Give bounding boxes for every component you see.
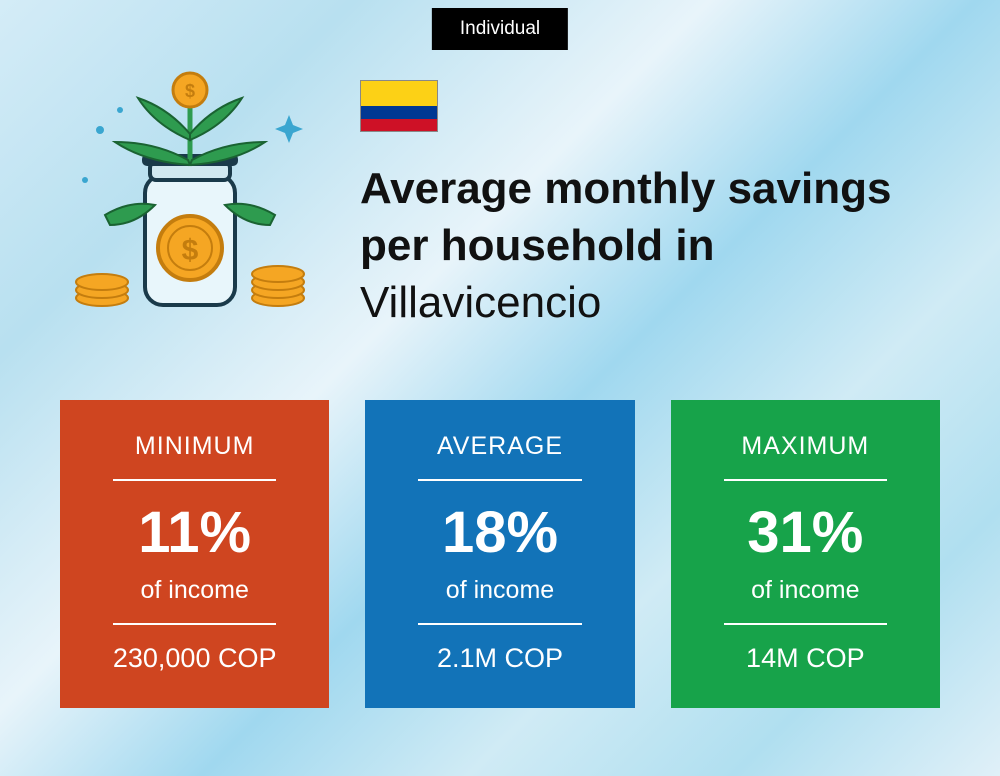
svg-text:$: $ [182, 234, 199, 267]
flag-stripe-red [361, 119, 437, 132]
jar-coin-icon: $ [158, 216, 222, 280]
header-text-block: Average monthly savings per household in… [360, 70, 940, 332]
card-minimum: MINIMUM 11% of income 230,000 COP [60, 400, 329, 708]
card-label: MAXIMUM [701, 432, 910, 461]
card-amount: 2.1M COP [395, 643, 604, 674]
svg-text:$: $ [185, 81, 195, 101]
title-bold-part: Average monthly savings per household in [360, 164, 891, 270]
card-divider [418, 623, 581, 625]
flag-stripe-blue [361, 106, 437, 119]
card-percent: 18% [395, 499, 604, 566]
card-divider [113, 479, 276, 481]
header-section: $ $ [60, 70, 940, 332]
card-maximum: MAXIMUM 31% of income 14M COP [671, 400, 940, 708]
coin-stack-left-icon [76, 274, 128, 306]
card-average: AVERAGE 18% of income 2.1M COP [365, 400, 634, 708]
title-city-part: Villavicencio [360, 278, 601, 327]
card-amount: 230,000 COP [90, 643, 299, 674]
card-divider [724, 479, 887, 481]
card-ofincome: of income [701, 576, 910, 605]
card-divider [724, 623, 887, 625]
card-divider [418, 479, 581, 481]
flag-stripe-yellow [361, 81, 437, 106]
savings-illustration: $ $ [60, 70, 320, 330]
page-title: Average monthly savings per household in… [360, 160, 940, 332]
colombia-flag-icon [360, 80, 438, 132]
card-ofincome: of income [395, 576, 604, 605]
top-coin-icon: $ [173, 73, 207, 107]
card-label: MINIMUM [90, 432, 299, 461]
card-percent: 31% [701, 499, 910, 566]
card-amount: 14M COP [701, 643, 910, 674]
card-percent: 11% [90, 499, 299, 566]
card-divider [113, 623, 276, 625]
coin-stack-right-icon [252, 266, 304, 306]
card-label: AVERAGE [395, 432, 604, 461]
stats-cards-row: MINIMUM 11% of income 230,000 COP AVERAG… [60, 400, 940, 708]
card-ofincome: of income [90, 576, 299, 605]
category-badge: Individual [432, 8, 568, 50]
